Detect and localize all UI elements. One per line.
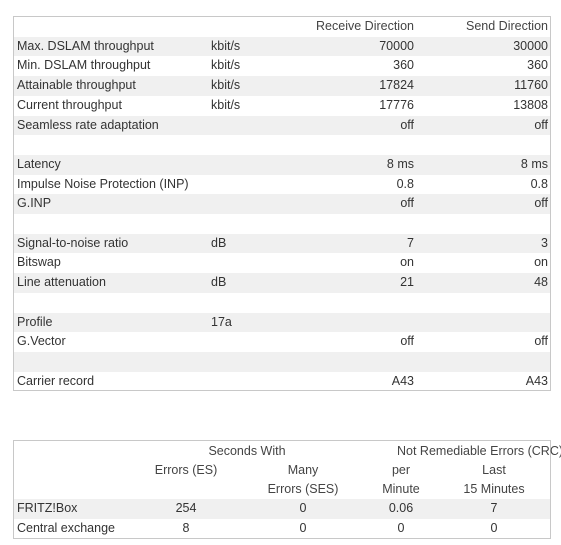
send-value: 13808 [513, 97, 548, 112]
receive-value: off [400, 117, 414, 132]
row-label: Current throughput [17, 97, 122, 112]
group-header: Seconds With [208, 444, 286, 458]
column-header: Minute [382, 482, 420, 496]
table-row: Bitswap on on [14, 253, 550, 273]
row-label: Carrier record [17, 373, 95, 388]
column-header: Errors (ES) [154, 463, 218, 477]
row-label: Max. DSLAM throughput [17, 38, 154, 53]
header-row: Receive Direction Send Direction [14, 17, 550, 37]
table-row: G.Vector off off [14, 332, 550, 352]
value: 254 [175, 501, 197, 515]
value: 8 [182, 520, 190, 535]
table-row: Carrier record A43 A43 [14, 372, 550, 392]
table-row: Seamless rate adaptation off off [14, 115, 550, 136]
row-label: Signal-to-noise ratio [17, 235, 129, 250]
group-header: Not Remediable Errors (CRC) [397, 444, 561, 458]
send-value: 360 [527, 58, 548, 73]
receive-value: 7 [407, 235, 414, 250]
send-value: 8 ms [520, 156, 548, 171]
table-row: Profile 17a [14, 312, 550, 333]
row-label: G.Vector [17, 334, 66, 349]
spacer-row [14, 351, 550, 372]
table-row: G.INP off off [14, 194, 550, 214]
receive-value: 17776 [379, 97, 414, 112]
send-value: 30000 [513, 38, 548, 53]
send-value: 3 [541, 235, 548, 250]
table-row: Max. DSLAM throughput kbit/s 70000 30000 [14, 36, 550, 57]
table-row: Current throughput kbit/s 17776 13808 [14, 96, 550, 116]
receive-value: 17824 [379, 78, 414, 93]
send-value: 0.8 [530, 176, 548, 191]
receive-value: 70000 [379, 38, 414, 53]
table-row: Line attenuation dB 21 48 [14, 273, 550, 293]
row-label: Latency [17, 156, 61, 171]
row-label: G.INP [17, 196, 52, 211]
send-value: 11760 [514, 78, 548, 93]
column-header: 15 Minutes [463, 482, 525, 496]
value: 0 [299, 501, 307, 515]
value: 7 [490, 501, 498, 515]
table-row: Impulse Noise Protection (INP) 0.8 0.8 [14, 175, 550, 195]
receive-value: 8 ms [386, 156, 414, 171]
value: 0 [299, 520, 307, 535]
value: 0 [490, 520, 498, 535]
row-label: Impulse Noise Protection (INP) [17, 176, 189, 191]
column-header: Many [287, 463, 319, 477]
receive-value: off [400, 196, 414, 211]
column-header: Last [482, 463, 506, 477]
row-label: Seamless rate adaptation [17, 117, 159, 132]
row-label: Min. DSLAM throughput [17, 58, 151, 73]
receive-value: 0.8 [396, 176, 414, 191]
spacer-row [14, 293, 550, 313]
row-label: Bitswap [17, 255, 61, 270]
table-row: FRITZ!Box 254 0 0.06 7 [14, 499, 550, 519]
row-label: FRITZ!Box [17, 501, 78, 515]
send-value: off [534, 117, 548, 132]
row-label: Line attenuation [17, 275, 106, 290]
unit: kbit/s [211, 38, 241, 53]
spacer-row [14, 135, 550, 155]
send-value: 48 [534, 275, 548, 290]
table-row: Min. DSLAM throughput kbit/s 360 360 [14, 56, 550, 76]
unit: kbit/s [211, 78, 241, 93]
value: 0.06 [388, 501, 414, 515]
unit: dB [211, 235, 227, 250]
header: Seconds With Errors (ES) Many Errors (SES) N… [14, 441, 561, 499]
send-value: A43 [525, 373, 548, 388]
column-header: Send Direction [466, 19, 548, 33]
send-value: off [534, 196, 548, 211]
receive-value: 21 [400, 275, 414, 290]
table-row: Attainable throughput kbit/s 17824 11760 [14, 76, 550, 96]
table-row: Latency 8 ms 8 ms [14, 154, 550, 175]
error-table: Seconds With Errors (ES) Many Errors (SES) N… [13, 440, 561, 539]
receive-value: A43 [391, 373, 414, 388]
receive-value: 360 [393, 58, 414, 73]
unit: kbit/s [211, 97, 241, 112]
receive-value: on [400, 255, 414, 270]
table-row: Signal-to-noise ratio dB 7 3 [14, 233, 550, 254]
spacer-row [14, 214, 550, 234]
unit: 17a [211, 314, 232, 329]
column-header: Errors (SES) [267, 482, 339, 496]
column-header: Receive Direction [316, 19, 414, 33]
row-label: Central exchange [17, 520, 115, 535]
value: 0 [397, 520, 405, 535]
send-value: on [534, 255, 548, 270]
column-header: per [391, 463, 411, 477]
row-label: Attainable throughput [17, 78, 136, 93]
receive-value: off [400, 334, 414, 349]
unit: kbit/s [211, 58, 241, 73]
dsl-table: Receive Direction Send Direction Max. DSLA… [13, 16, 551, 391]
table-row: Central exchange 8 0 0 0 [14, 519, 550, 539]
unit: dB [211, 275, 227, 290]
row-label: Profile [17, 314, 53, 329]
send-value: off [534, 334, 548, 349]
